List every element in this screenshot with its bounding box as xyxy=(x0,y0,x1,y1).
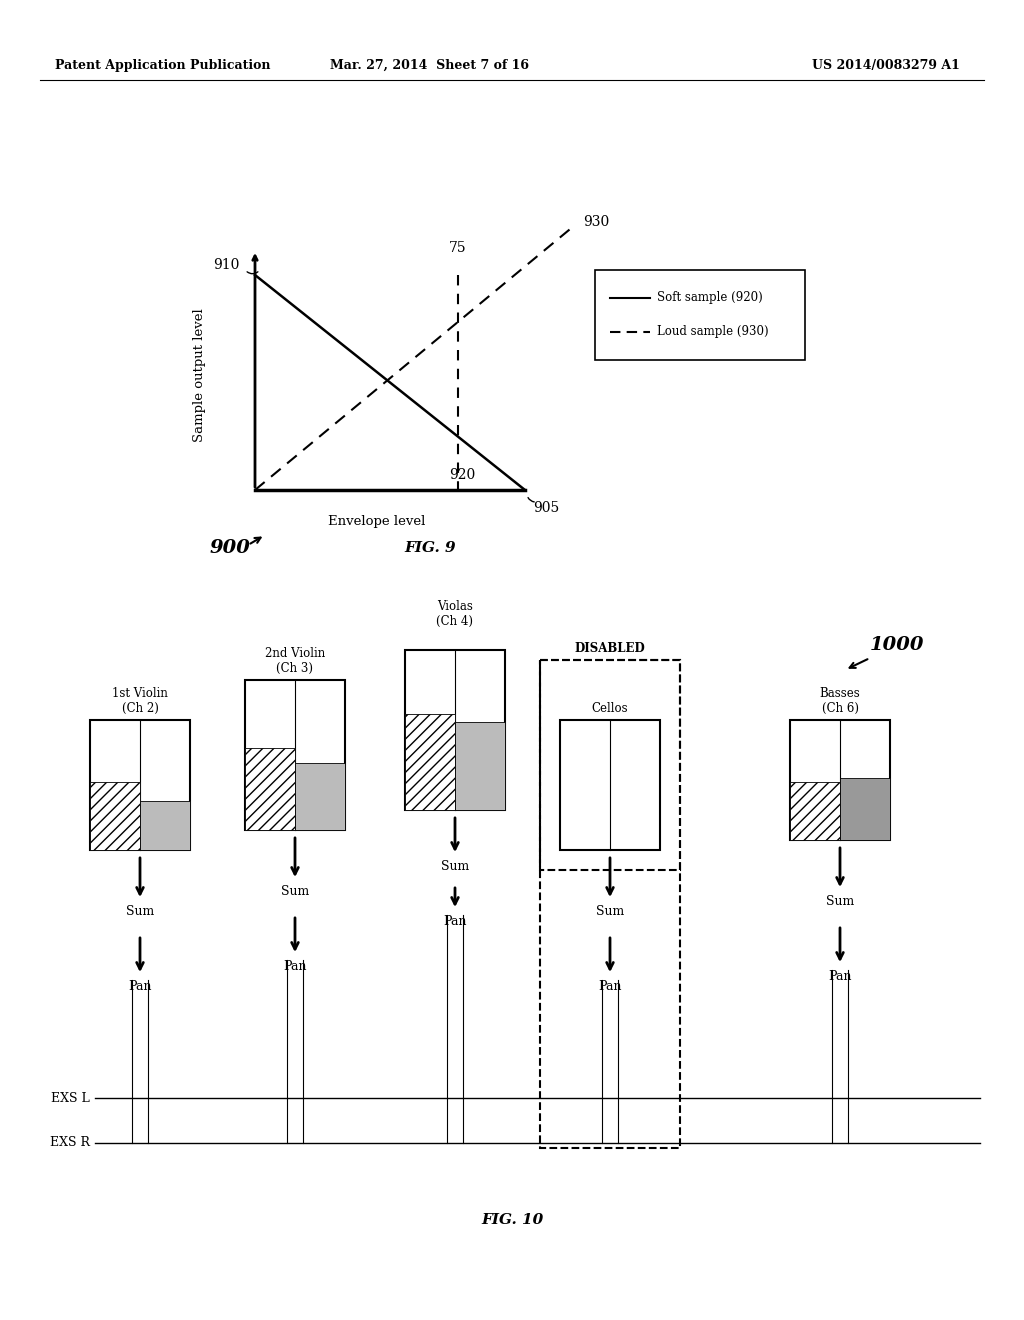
Text: US 2014/0083279 A1: US 2014/0083279 A1 xyxy=(812,58,961,71)
Text: Sum: Sum xyxy=(596,906,624,917)
Text: Pan: Pan xyxy=(443,915,467,928)
Text: 75: 75 xyxy=(449,242,466,255)
Text: DISABLED: DISABLED xyxy=(574,642,645,655)
Text: Patent Application Publication: Patent Application Publication xyxy=(55,58,270,71)
Bar xyxy=(560,719,660,850)
Text: 910: 910 xyxy=(214,257,240,272)
Bar xyxy=(540,660,680,1148)
Text: Cellos: Cellos xyxy=(592,702,629,715)
Text: 2nd Violin
(Ch 3): 2nd Violin (Ch 3) xyxy=(265,647,326,675)
Text: EXS L: EXS L xyxy=(51,1092,90,1105)
Text: Sum: Sum xyxy=(826,895,854,908)
Bar xyxy=(840,777,890,840)
Bar xyxy=(595,271,805,360)
Bar xyxy=(406,714,455,810)
Text: 900: 900 xyxy=(210,539,251,557)
Text: Mar. 27, 2014  Sheet 7 of 16: Mar. 27, 2014 Sheet 7 of 16 xyxy=(331,58,529,71)
Bar xyxy=(540,660,680,870)
Text: Soft sample (920): Soft sample (920) xyxy=(657,292,763,305)
Text: Violas
(Ch 4): Violas (Ch 4) xyxy=(436,601,473,628)
Text: FIG. 9: FIG. 9 xyxy=(404,541,456,554)
Bar xyxy=(295,763,345,830)
Bar xyxy=(140,801,190,850)
Bar xyxy=(790,719,890,840)
Text: Basses
(Ch 6): Basses (Ch 6) xyxy=(819,686,860,715)
Text: 905: 905 xyxy=(534,502,559,515)
Text: Sample output level: Sample output level xyxy=(194,308,207,442)
Bar xyxy=(245,747,295,830)
Bar xyxy=(406,649,505,810)
Text: Pan: Pan xyxy=(128,979,152,993)
Bar xyxy=(455,722,505,810)
Bar xyxy=(90,783,140,850)
Text: Pan: Pan xyxy=(284,960,307,973)
Text: Pan: Pan xyxy=(828,970,852,983)
Text: 920: 920 xyxy=(450,469,476,482)
Text: Envelope level: Envelope level xyxy=(328,515,425,528)
Text: 1000: 1000 xyxy=(870,636,925,653)
Text: Sum: Sum xyxy=(281,884,309,898)
Bar xyxy=(790,783,840,840)
Text: 930: 930 xyxy=(583,215,609,228)
Text: Pan: Pan xyxy=(598,979,622,993)
Text: FIG. 10: FIG. 10 xyxy=(481,1213,543,1228)
Bar xyxy=(245,680,345,830)
Text: Sum: Sum xyxy=(441,861,469,873)
Text: Sum: Sum xyxy=(126,906,155,917)
Text: 1st Violin
(Ch 2): 1st Violin (Ch 2) xyxy=(112,686,168,715)
Text: Loud sample (930): Loud sample (930) xyxy=(657,326,769,338)
Bar xyxy=(90,719,190,850)
Text: EXS R: EXS R xyxy=(50,1137,90,1150)
